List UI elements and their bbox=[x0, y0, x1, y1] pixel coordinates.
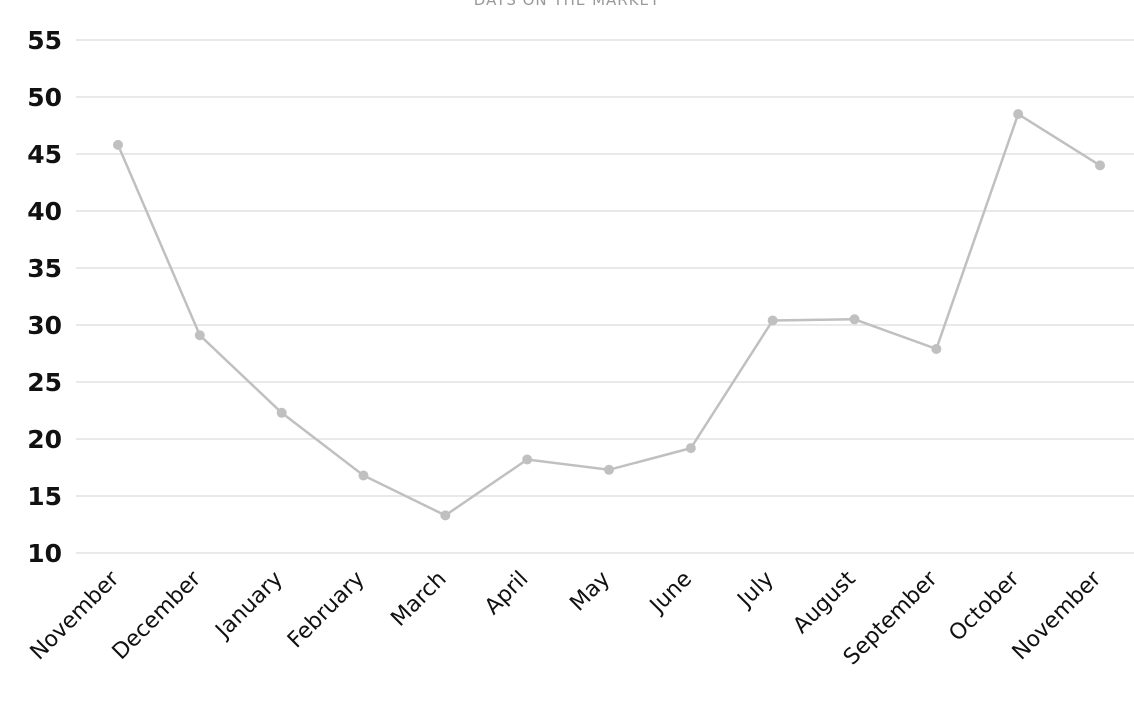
y-tick-label: 55 bbox=[27, 26, 62, 55]
chart-title: DAYS ON THE MARKET bbox=[473, 0, 661, 9]
series-line bbox=[116, 112, 1101, 517]
data-point bbox=[194, 330, 205, 341]
x-tick-label: November bbox=[1008, 566, 1107, 665]
y-tick-label: 40 bbox=[27, 197, 62, 226]
x-tick-label: May bbox=[565, 567, 615, 617]
y-tick-label: 30 bbox=[27, 311, 62, 340]
data-point bbox=[1013, 109, 1024, 120]
y-tick-label: 15 bbox=[27, 482, 62, 511]
x-tick-label: April bbox=[480, 567, 533, 620]
x-tick-label: December bbox=[108, 566, 207, 665]
y-tick-label: 10 bbox=[27, 539, 62, 568]
x-tick-label: June bbox=[644, 567, 697, 620]
x-tick-label: July bbox=[732, 567, 779, 614]
data-point bbox=[931, 343, 942, 354]
data-point bbox=[767, 315, 778, 326]
data-point bbox=[113, 139, 123, 150]
data-point bbox=[358, 470, 369, 481]
y-tick-label: 35 bbox=[27, 254, 62, 283]
data-point bbox=[604, 464, 614, 475]
data-point bbox=[685, 443, 696, 454]
x-tick-label: January bbox=[210, 567, 288, 645]
y-tick-label: 25 bbox=[27, 368, 62, 397]
data-point bbox=[440, 510, 451, 521]
x-tick-label: August bbox=[789, 566, 861, 638]
data-point bbox=[276, 407, 287, 418]
y-tick-label: 50 bbox=[27, 83, 62, 112]
x-tick-label: October bbox=[944, 566, 1025, 647]
data-point bbox=[1095, 160, 1105, 171]
data-point bbox=[522, 454, 533, 465]
data-point bbox=[849, 314, 860, 325]
x-tick-label: February bbox=[283, 567, 370, 654]
y-tick-label: 20 bbox=[27, 425, 62, 454]
x-tick-label: March bbox=[386, 567, 451, 632]
y-tick-label: 45 bbox=[27, 140, 62, 169]
